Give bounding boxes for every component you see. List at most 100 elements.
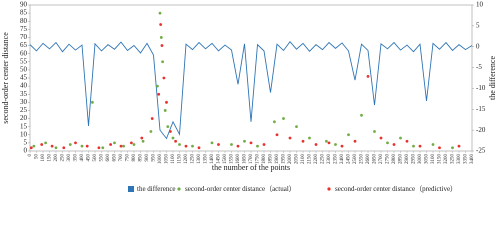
scatter-point: [334, 143, 337, 146]
scatter-point: [158, 11, 162, 15]
scatter-point: [282, 117, 285, 120]
y2-tick-label: -20: [476, 126, 486, 134]
scatter-point: [62, 146, 66, 150]
y-tick-label: 45: [20, 74, 28, 82]
scatter-point: [163, 109, 167, 112]
x-tick-label: 1100: [171, 154, 176, 164]
x-tick-label: 2600: [366, 154, 371, 165]
y-tick-label: 50: [20, 65, 28, 73]
scatter-point: [308, 136, 311, 140]
legend-label: second-order center distance（actual）: [185, 185, 296, 193]
scatter-point: [249, 141, 253, 145]
x-tick-label: 3000: [418, 154, 423, 165]
scatter-point: [273, 120, 276, 124]
x-tick-label: 3350: [464, 154, 469, 165]
x-tick-label: 2850: [399, 154, 404, 165]
scatter-point: [68, 143, 72, 146]
x-tick-label: 700: [119, 154, 124, 162]
scatter-point: [399, 136, 402, 140]
scatter-point: [191, 144, 194, 148]
y-tick-label: 70: [20, 33, 28, 41]
x-tick-label: 3200: [444, 154, 449, 165]
x-tick-label: 1150: [178, 154, 183, 164]
y2-tick-label: -25: [476, 147, 486, 155]
scatter-point: [101, 146, 105, 150]
x-tick-label: 2350: [334, 154, 339, 165]
scatter-point: [162, 76, 166, 80]
x-tick-label: 300: [67, 154, 72, 162]
x-tick-label: 1600: [236, 154, 241, 165]
x-tick-label: 550: [100, 154, 105, 162]
x-axis-title: the number of the points: [212, 163, 290, 172]
scatter-point: [32, 144, 36, 148]
scatter-point: [379, 136, 383, 140]
scatter-point: [150, 117, 154, 120]
x-tick-label: 2800: [392, 154, 397, 165]
scatter-point: [360, 113, 363, 117]
y-tick-label: 5: [24, 138, 28, 146]
scatter-point: [230, 143, 233, 146]
scatter-point: [171, 136, 175, 140]
scatter-point: [54, 146, 58, 150]
scatter-point: [386, 141, 389, 145]
x-tick-label: 2700: [379, 154, 384, 165]
y-tick-label: 85: [20, 9, 28, 17]
scatter-point: [74, 141, 77, 145]
scatter-point: [119, 144, 123, 148]
x-tick-label: 3050: [425, 154, 430, 165]
x-tick-label: 900: [145, 154, 150, 162]
scatter-point: [236, 144, 240, 148]
x-tick-label: 2150: [308, 154, 313, 165]
x-tick-label: 2100: [301, 154, 306, 165]
x-tick-label: 250: [61, 154, 66, 162]
y-tick-label: 40: [20, 82, 28, 90]
x-tick-label: 2000: [288, 154, 293, 165]
scatter-point: [431, 143, 435, 146]
x-tick-label: 2050: [295, 154, 300, 165]
x-tick-label: 2900: [405, 154, 410, 165]
scatter-point: [178, 143, 181, 146]
x-tick-label: 1700: [249, 154, 254, 165]
scatter-point: [327, 141, 331, 145]
scatter-point: [366, 74, 370, 78]
x-tick-label: 850: [139, 154, 144, 162]
scatter-point: [156, 84, 159, 88]
x-tick-label: 450: [87, 154, 92, 162]
scatter-point: [166, 125, 170, 129]
y-tick-label: 90: [20, 1, 28, 9]
x-tick-label: 800: [132, 154, 137, 162]
x-tick-label: 2400: [340, 154, 345, 165]
y-tick-label: 25: [20, 106, 28, 114]
x-tick-label: 400: [80, 154, 85, 162]
scatter-point: [373, 130, 376, 133]
plot-frame: [29, 4, 473, 152]
x-tick-label: 50: [35, 154, 40, 160]
y-tick-label: 65: [20, 41, 28, 49]
scatter-point: [130, 141, 133, 145]
y2-axis-title: the difference: [488, 56, 497, 100]
x-tick-label: 1850: [269, 154, 274, 165]
scatter-point: [109, 143, 112, 146]
x-tick-label: 2650: [373, 154, 378, 165]
scatter-point: [80, 144, 84, 148]
scatter-point: [91, 100, 94, 104]
x-tick-label: 1900: [275, 154, 280, 165]
scatter-point: [347, 133, 350, 137]
x-tick-label: 0: [28, 154, 33, 157]
scatter-point: [438, 146, 441, 150]
scatter-point: [161, 60, 165, 64]
y-tick-label: 55: [20, 57, 28, 65]
legend-label: the difference: [137, 185, 176, 193]
scatter-point: [457, 144, 461, 148]
x-tick-label: 500: [93, 154, 98, 162]
x-tick-label: 3300: [457, 154, 462, 165]
y-tick-label: 10: [20, 130, 28, 138]
x-tick-label: 1300: [197, 154, 202, 165]
scatter-point: [97, 146, 101, 150]
scatter-point: [197, 146, 201, 150]
y-tick-label: 80: [20, 17, 28, 25]
y-tick-label: 0: [24, 147, 28, 155]
x-tick-label: 1350: [204, 154, 209, 165]
x-tick-label: 2550: [360, 154, 365, 165]
y-tick-label: 15: [20, 122, 28, 130]
